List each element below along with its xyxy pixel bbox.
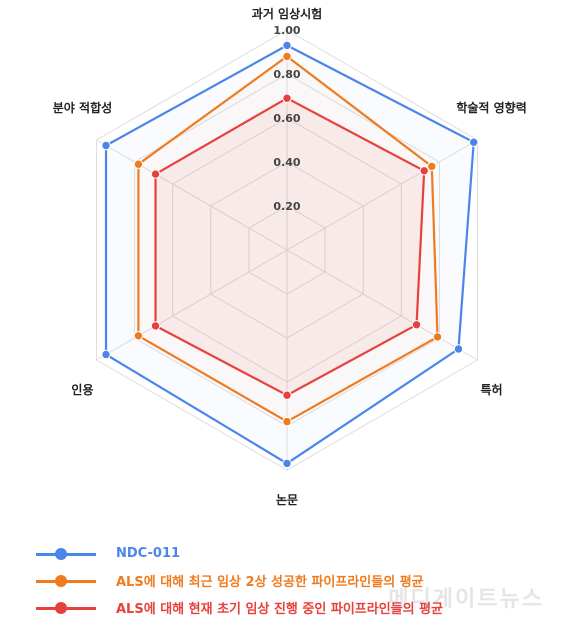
tick-label: 1.00 <box>273 24 300 37</box>
data-point <box>150 321 161 331</box>
data-point <box>469 137 479 147</box>
tick-label: 0.40 <box>273 156 300 169</box>
data-point <box>150 169 161 179</box>
axis-label: 인용 <box>71 382 93 397</box>
grid-spoke <box>286 249 478 361</box>
legend-item-phase2-avg[interactable]: ALS에 대해 최근 임상 2상 성공한 파이프라인들의 평균 <box>36 567 443 594</box>
data-point <box>133 159 144 169</box>
data-point <box>453 344 464 354</box>
radar-series <box>101 40 479 469</box>
data-point <box>133 331 144 341</box>
data-point <box>282 458 292 469</box>
data-point <box>282 40 292 51</box>
grid-spoke <box>96 139 288 251</box>
legend-label: ALS에 대해 최근 임상 2상 성공한 파이프라인들의 평균 <box>116 575 424 590</box>
axis-label: 논문 <box>276 493 298 507</box>
grid-spoke <box>286 139 478 251</box>
axis-label: 특허 <box>480 382 502 397</box>
data-point <box>282 93 292 103</box>
data-point <box>427 161 437 172</box>
data-point <box>419 166 429 176</box>
grid-spoke <box>96 249 288 361</box>
axis-label: 과거 임상시험 <box>252 6 322 21</box>
data-point <box>432 332 443 342</box>
legend-label: NDC-011 <box>116 546 181 561</box>
tick-label: 0.80 <box>273 68 300 81</box>
data-point <box>282 390 292 400</box>
data-point <box>101 140 111 151</box>
tick-label: 0.60 <box>273 112 300 125</box>
legend: NDC-011 ALS에 대해 최근 임상 2상 성공한 파이프라인들의 평균 … <box>36 540 443 621</box>
tick-label: 0.20 <box>273 200 300 213</box>
legend-item-ndc[interactable]: NDC-011 <box>36 540 443 567</box>
legend-marker <box>36 601 96 614</box>
legend-marker <box>36 574 96 587</box>
data-point <box>282 51 292 62</box>
legend-label: ALS에 대해 현재 초기 임상 진행 중인 파이프라인들의 평균 <box>116 602 444 617</box>
data-point <box>101 349 111 360</box>
data-point <box>282 416 292 427</box>
legend-marker <box>36 547 96 560</box>
axis-label: 학술적 영향력 <box>456 100 526 115</box>
radar-ticks: 0.20 0.40 0.60 0.80 1.00 <box>273 24 300 213</box>
axis-label: 분야 적합성 <box>53 100 112 115</box>
watermark: 메디게이트뉴스 <box>388 587 544 612</box>
data-point <box>411 320 422 330</box>
legend-item-early-avg[interactable]: ALS에 대해 현재 초기 임상 진행 중인 파이프라인들의 평균 <box>36 594 443 621</box>
